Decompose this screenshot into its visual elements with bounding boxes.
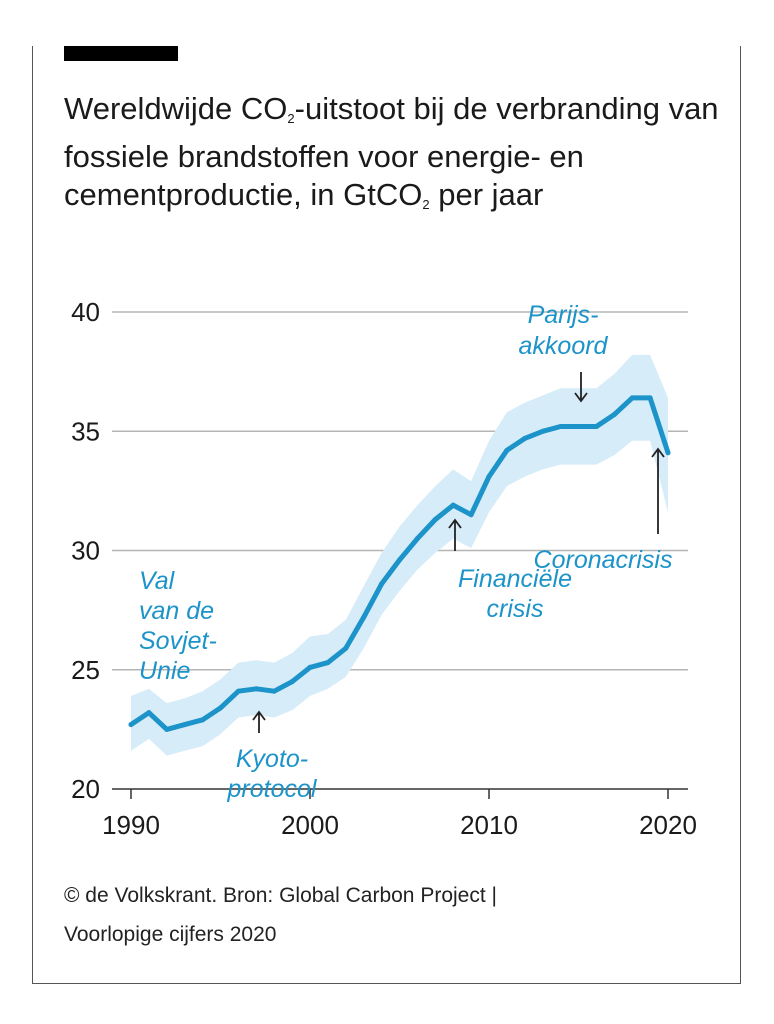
data-point-2008 — [450, 502, 456, 508]
axis-layer: 20 25 30 35 40 1990 2000 2010 2020 — [71, 297, 697, 840]
data-point-2007 — [432, 516, 438, 522]
data-point-2005 — [397, 557, 402, 563]
title-subscript-2: 2 — [422, 197, 430, 212]
data-point-2006 — [414, 536, 420, 542]
data-point-2017 — [611, 412, 617, 418]
data-point-2011 — [504, 447, 510, 453]
annotation-coronacrisis-line-1: Coronacrisis — [534, 546, 673, 574]
data-point-1994 — [200, 717, 206, 723]
data-point-2019 — [647, 395, 653, 401]
data-point-1996 — [235, 688, 241, 694]
annotation-financiele-crisis-line-2: crisis — [487, 595, 544, 623]
uncertainty-band-layer — [131, 354, 668, 756]
annotation-kyoto-protocol-line-2: protocol — [227, 775, 318, 803]
annotation-financiele-crisis-line-1: Financiële — [458, 565, 572, 593]
arrow-corona — [651, 447, 665, 534]
x-tick-label-1990: 1990 — [102, 810, 160, 840]
data-point-2010 — [486, 474, 492, 480]
y-tick-label-40: 40 — [71, 297, 100, 327]
data-point-1998 — [271, 688, 277, 694]
data-point-2004 — [379, 581, 385, 587]
y-tick-label-25: 25 — [71, 655, 100, 685]
data-point-2014 — [558, 423, 564, 429]
data-point-1991 — [146, 710, 152, 716]
y-tick-label-35: 35 — [71, 416, 100, 446]
title-part-3: per jaar — [429, 177, 544, 212]
data-point-2001 — [325, 660, 331, 666]
data-point-1997 — [253, 686, 259, 692]
x-tick-label-2000: 2000 — [281, 810, 339, 840]
data-point-1993 — [182, 722, 188, 728]
annotation-val-sovjet-unie-line-4: Unie — [139, 657, 190, 685]
arrow-parijs — [574, 372, 588, 403]
data-point-2002 — [343, 645, 349, 651]
title-part-2: -uitstoot bij de verbranding van fossiel… — [64, 91, 719, 212]
source-line-2: Voorlopige cijfers 2020 — [64, 923, 277, 946]
y-tick-label-20: 20 — [71, 774, 100, 804]
frame-left-border — [32, 46, 33, 984]
annotation-val-sovjet-unie-line-1: Val — [139, 567, 176, 595]
data-point-2012 — [522, 435, 528, 441]
annotation-val-sovjet-unie-line-2: van de — [139, 597, 214, 625]
frame-right-border — [740, 46, 741, 984]
data-point-2009 — [468, 512, 474, 518]
annotation-val-sovjet-unie-line-3: Sovjet- — [139, 627, 217, 655]
data-point-2018 — [629, 395, 635, 401]
data-point-2013 — [540, 428, 546, 434]
uncertainty-band — [131, 354, 668, 756]
data-point-1992 — [164, 726, 170, 732]
series-line-layer — [128, 395, 671, 732]
data-point-2016 — [593, 423, 599, 429]
x-tick-label-2020: 2020 — [639, 810, 697, 840]
data-point-1990 — [128, 722, 134, 728]
annotation-kyoto-protocol-line-1: Kyoto- — [236, 745, 308, 773]
arrow-financiele-crisis — [448, 518, 462, 551]
data-point-1999 — [289, 679, 295, 685]
data-point-2000 — [307, 664, 313, 670]
data-point-1995 — [218, 705, 223, 711]
title-subscript-1: 2 — [287, 111, 295, 126]
x-tick-label-2010: 2010 — [460, 810, 518, 840]
chart-title: Wereldwijde CO2-uitstoot bij de verbrand… — [64, 90, 724, 224]
title-part-1: Wereldwijde CO — [64, 91, 288, 126]
data-point-2020 — [665, 450, 671, 456]
annotation-parijs-akkoord-line-1: Parijs- — [528, 301, 599, 329]
annotation-parijs-akkoord-line-2: akkoord — [519, 332, 609, 360]
source-line-1: © de Volkskrant. Bron: Global Carbon Pro… — [64, 884, 497, 907]
data-point-2003 — [361, 614, 367, 620]
y-tick-label-30: 30 — [71, 536, 100, 566]
header-accent-bar — [64, 46, 178, 61]
source-note: © de Volkskrant. Bron: Global Carbon Pro… — [64, 876, 724, 954]
arrow-kyoto — [252, 710, 266, 733]
data-point-2015 — [576, 423, 581, 429]
frame-bottom-border — [32, 983, 741, 984]
